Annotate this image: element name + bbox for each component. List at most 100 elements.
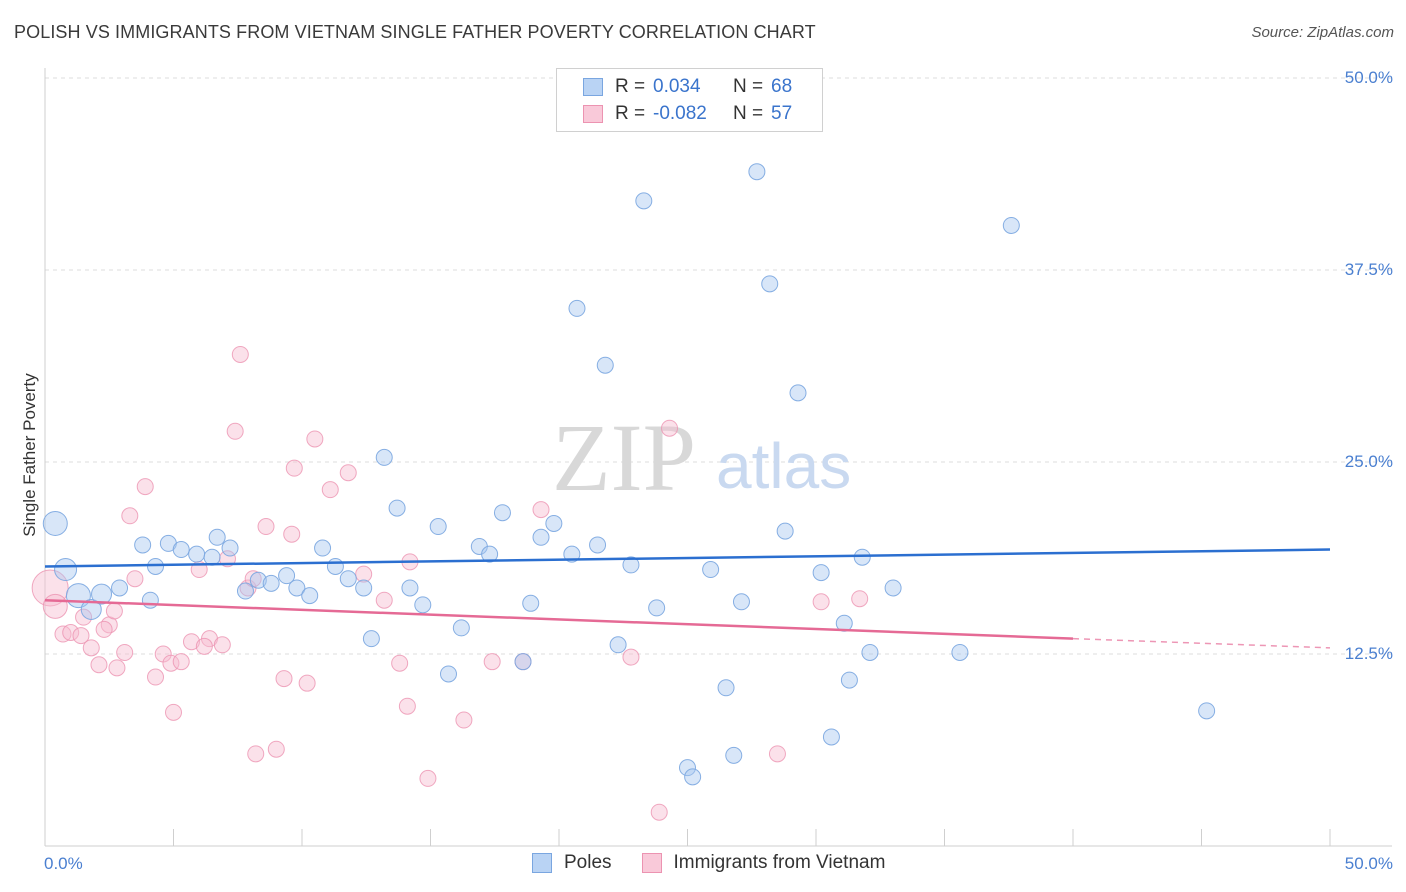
poles-point [362, 630, 380, 648]
poles-point [91, 583, 113, 605]
poles-point [596, 356, 614, 374]
legend-n-label: N = [733, 103, 764, 124]
poles-point [134, 536, 152, 554]
legend: R = 0.034 N = 68 R = -0.082 N = 57 [556, 68, 823, 132]
vietnam-point [298, 674, 316, 692]
poles-point [563, 545, 581, 563]
vietnam-legend-label: Immigrants from Vietnam [673, 852, 886, 873]
legend-n-label: N = [733, 76, 764, 97]
poles-point [326, 557, 344, 575]
watermark-atlas: atlas [716, 430, 851, 502]
poles-point [80, 598, 102, 620]
legend-r-label: R = [615, 103, 646, 124]
vietnam-point [62, 623, 80, 641]
poles-point [609, 636, 627, 654]
vietnam-point [82, 639, 100, 657]
poles-point [951, 643, 969, 661]
vietnam-point [532, 501, 550, 519]
poles-point [853, 548, 871, 566]
vietnam-point [275, 670, 293, 688]
vietnam-points [31, 345, 869, 821]
legend-row-poles: R = 0.034 N = 68 [583, 76, 792, 98]
vietnam-point [391, 654, 409, 672]
vietnam-trend-line [44, 598, 1074, 640]
poles-point [314, 539, 332, 557]
vietnam-point [105, 602, 123, 620]
vietnam-point [136, 478, 154, 496]
vietnam-point [247, 745, 265, 763]
vietnam-point [121, 507, 139, 525]
poles-point [339, 570, 357, 588]
poles-point [249, 571, 267, 589]
poles-point [221, 539, 239, 557]
vietnam-point [851, 590, 869, 608]
vietnam-point [267, 740, 285, 758]
source-label: Source: ZipAtlas.com [1251, 24, 1394, 41]
poles-point [717, 679, 735, 697]
poles-point [429, 518, 447, 536]
poles-point [203, 548, 221, 566]
vietnam-point [257, 518, 275, 536]
vietnam-point [812, 593, 830, 611]
poles-point [776, 522, 794, 540]
trend-lines [44, 548, 1331, 649]
vietnam-point [306, 430, 324, 448]
poles-point [635, 192, 653, 210]
vietnam-point [90, 656, 108, 674]
poles-point [301, 587, 319, 605]
vietnam-point [95, 620, 113, 638]
poles-point [439, 665, 457, 683]
vietnam-point [108, 659, 126, 677]
poles-point [622, 556, 640, 574]
vietnam-point [455, 711, 473, 729]
poles-point [545, 514, 563, 532]
poles-point [147, 557, 165, 575]
poles-point [375, 448, 393, 466]
vietnam-point [172, 653, 190, 671]
bottom-legend-poles: Poles [532, 852, 612, 874]
poles-point [514, 653, 532, 671]
poles-point [278, 567, 296, 585]
vietnam-point [321, 481, 339, 499]
legend-row-vietnam: R = -0.082 N = 57 [583, 103, 792, 125]
poles-point [648, 599, 666, 617]
poles-points [42, 163, 1216, 786]
poles-point [679, 759, 696, 777]
poles-point [1198, 702, 1216, 720]
vietnam-point [195, 637, 213, 655]
legend-n-value: 68 [771, 76, 793, 97]
grid-lines [45, 77, 1392, 655]
vietnam-point [231, 345, 249, 363]
poles-point [188, 545, 206, 563]
vietnam-point [283, 525, 301, 543]
poles-point [262, 574, 280, 592]
poles-point [822, 728, 840, 746]
legend-r-value: 0.034 [653, 76, 701, 97]
poles-point [452, 619, 470, 637]
poles-swatch-icon [583, 78, 603, 96]
vietnam-point [339, 464, 357, 482]
poles-point [111, 579, 129, 597]
x-tick-label: 50.0% [1345, 854, 1393, 873]
poles-point [288, 579, 306, 597]
y-tick-label: 37.5% [1345, 260, 1393, 279]
vietnam-point [355, 565, 373, 583]
poles-point [522, 594, 540, 612]
x-tick-label: 0.0% [44, 854, 83, 873]
poles-point [761, 275, 779, 293]
vietnam-point [622, 648, 640, 666]
vietnam-point [165, 703, 182, 721]
watermark-zip: ZIP [552, 404, 696, 511]
poles-point [884, 579, 902, 597]
poles-legend-label: Poles [564, 852, 612, 873]
poles-point [401, 579, 419, 597]
y-tick-label: 25.0% [1345, 452, 1393, 471]
poles-point [141, 591, 159, 609]
chart-title: POLISH VS IMMIGRANTS FROM VIETNAM SINGLE… [14, 22, 816, 42]
vietnam-point [213, 636, 231, 654]
bottom-legend-vietnam: Immigrants from Vietnam [641, 852, 886, 874]
vietnam-point [226, 422, 244, 440]
poles-point [702, 561, 720, 579]
y-tick-label: 12.5% [1345, 644, 1393, 663]
